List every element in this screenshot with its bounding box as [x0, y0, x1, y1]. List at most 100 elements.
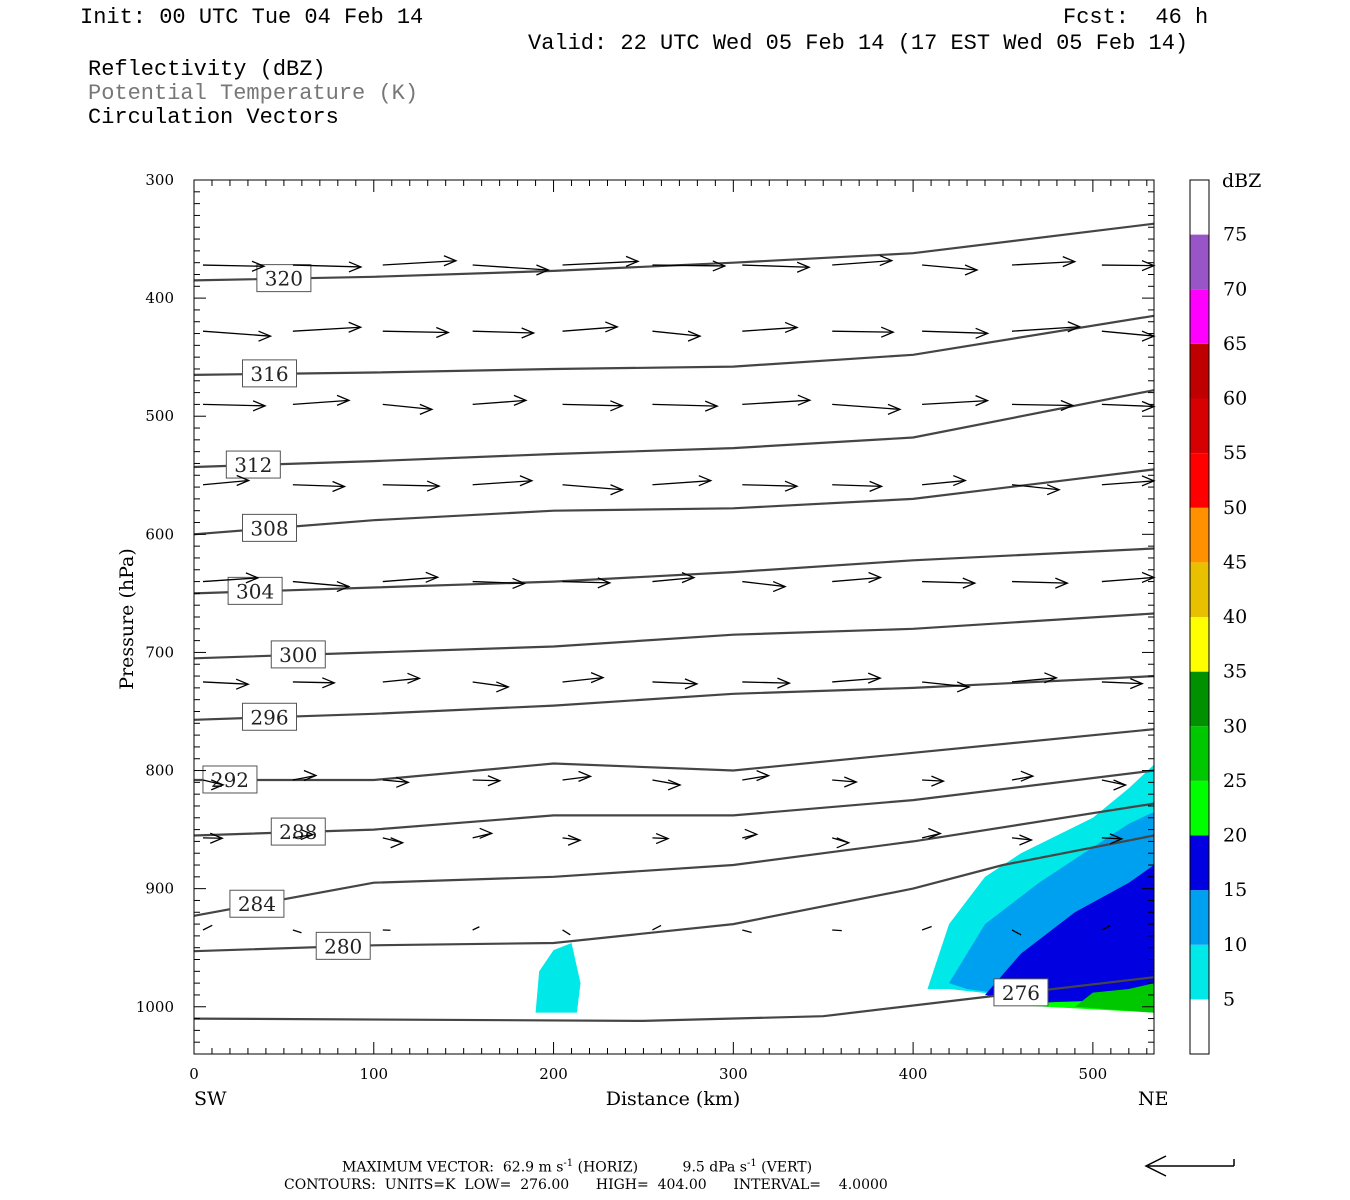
- theta-contour-292: [194, 728, 1155, 782]
- x-tick-label-500: 500: [1079, 1065, 1108, 1083]
- x-end-label-ne: NE: [1138, 1088, 1169, 1110]
- circulation-vector: [382, 484, 440, 487]
- circulation-vector: [742, 264, 810, 268]
- circulation-vector: [382, 677, 420, 683]
- circulation-vector: [922, 681, 970, 688]
- x-tick-label-400: 400: [899, 1065, 928, 1083]
- max-vector-suffix: (VERT): [756, 1159, 813, 1176]
- y-tick-label-600: 600: [145, 525, 174, 543]
- circulation-vector: [202, 330, 271, 337]
- vector-arrowhead: [303, 769, 318, 782]
- contour-label-284: 284: [238, 892, 276, 916]
- circulation-vector: [652, 330, 701, 337]
- circulation-vector: [292, 774, 317, 781]
- colorbar-label-50: 50: [1223, 497, 1247, 519]
- vector-arrowhead: [235, 678, 250, 690]
- vector-arrowhead: [436, 326, 450, 339]
- vector-arrowhead: [1130, 677, 1144, 690]
- vector-arrowhead: [1067, 321, 1082, 333]
- circulation-vector: [922, 330, 988, 334]
- vector-arrowhead: [209, 832, 224, 844]
- theta-contour-284: [193, 802, 1155, 917]
- vector-arrowhead: [425, 571, 440, 583]
- vector-arrowhead: [479, 827, 494, 839]
- valid-time: Valid: 22 UTC Wed 05 Feb 14 (17 EST Wed …: [528, 31, 1189, 56]
- vector-arrowhead: [964, 264, 979, 276]
- colorbar-segment: [1190, 671, 1209, 727]
- contours-info: CONTOURS: UNITS=K LOW= 276.00 HIGH= 404.…: [284, 1177, 888, 1193]
- circulation-vector: [382, 576, 438, 583]
- colorbar-segment: [1190, 617, 1209, 672]
- colorbar-label-30: 30: [1223, 715, 1247, 737]
- circulation-vector: [1101, 480, 1155, 486]
- theta-contour-308: [193, 468, 1155, 536]
- vector-arrowhead: [1044, 672, 1059, 684]
- reflectivity-region-25dbz: [1074, 983, 1154, 1013]
- vector-arrowhead: [772, 580, 787, 593]
- vector-arrowhead: [390, 837, 405, 849]
- vector-arrowhead: [698, 475, 713, 487]
- circulation-vector: [292, 580, 349, 588]
- colorbar-label-45: 45: [1223, 551, 1247, 573]
- circulation-vector: [922, 580, 975, 584]
- theta-contour-300: [193, 612, 1155, 660]
- circulation-vector: [1011, 260, 1075, 266]
- contour-label-box: [256, 264, 312, 293]
- contour-label-316: 316: [250, 362, 288, 386]
- y-tick-label-900: 900: [145, 880, 174, 898]
- circulation-vector: [1101, 403, 1155, 408]
- vector-arrowhead: [1020, 770, 1035, 782]
- circulation-vector: [292, 484, 345, 488]
- vector-arrowhead: [953, 474, 967, 487]
- circulation-vector: [202, 479, 249, 486]
- colorbar-label-65: 65: [1223, 333, 1247, 355]
- colorbar-segment: [1190, 289, 1209, 344]
- vector-arrowhead: [681, 572, 696, 584]
- forecast-hour: Fcst: 46 h: [1063, 5, 1209, 30]
- circulation-vector: [202, 681, 249, 685]
- vector-arrowhead: [245, 572, 260, 584]
- circulation-vector: [382, 330, 449, 334]
- vector-arrowhead: [496, 681, 510, 693]
- contour-label-308: 308: [250, 516, 288, 540]
- vector-arrowhead: [519, 475, 534, 487]
- x-axis-label: Distance (km): [606, 1088, 741, 1110]
- vector-arrowhead: [928, 827, 943, 840]
- circulation-vector: [922, 399, 988, 406]
- colorbar-segment: [1190, 890, 1209, 945]
- colorbar-frame: [1189, 179, 1210, 1055]
- circulation-vector: [202, 924, 213, 931]
- circulation-vector: [472, 480, 532, 486]
- theta-contour-320: [193, 222, 1155, 282]
- contour-label-320: 320: [265, 267, 303, 291]
- vector-arrowhead: [1113, 779, 1128, 791]
- vector-arrowhead: [443, 255, 458, 267]
- contour-label-box: [225, 450, 281, 479]
- y-tick-label-800: 800: [145, 762, 174, 780]
- theta-contour-312: [193, 389, 1155, 469]
- contour-label-300: 300: [279, 643, 317, 667]
- field-potential-temperature: Potential Temperature (K): [88, 81, 419, 106]
- vector-arrowhead: [756, 770, 771, 782]
- vector-arrowhead: [567, 834, 582, 846]
- contour-label-292: 292: [211, 768, 249, 792]
- circulation-vector: [652, 577, 695, 583]
- circulation-vector: [921, 925, 932, 931]
- circulation-vector: [1011, 403, 1073, 407]
- vector-arrowhead: [975, 395, 990, 407]
- vector-arrowhead: [844, 776, 858, 788]
- vector-arrowhead: [777, 677, 792, 689]
- vector-arrowhead: [869, 480, 884, 492]
- contour-label-288: 288: [279, 820, 317, 844]
- circulation-vector: [562, 775, 591, 781]
- circulation-vector: [472, 264, 549, 271]
- x-tick-label-300: 300: [719, 1065, 748, 1083]
- vector-arrowhead: [879, 254, 894, 267]
- vector-arrowhead: [868, 571, 883, 584]
- circulation-vector: [562, 676, 604, 683]
- circulation-vector: [562, 837, 581, 841]
- vector-arrowhead: [426, 480, 441, 492]
- colorbar-segment: [1190, 507, 1209, 563]
- circulation-vector: [472, 926, 480, 931]
